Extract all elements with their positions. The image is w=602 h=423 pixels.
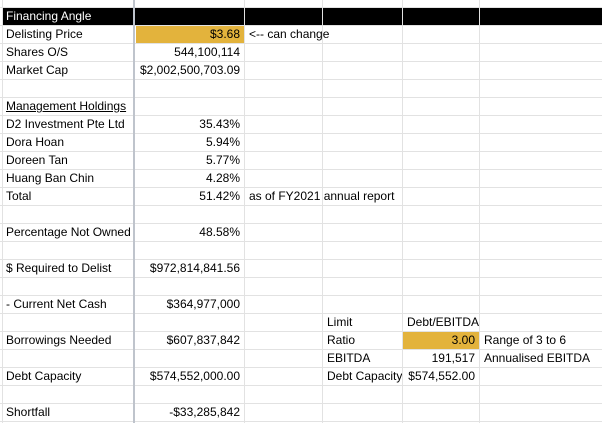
cell-borrowings-needed-value[interactable]: $607,837,842 xyxy=(166,333,240,347)
cell-holder-name[interactable]: Huang Ban Chin xyxy=(6,171,95,185)
cell-debt-capacity-panel-label[interactable]: Debt Capacity xyxy=(327,369,402,383)
cell-delisting-price-note[interactable]: <-- can change xyxy=(249,27,330,41)
cell-debt-capacity-label[interactable]: Debt Capacity xyxy=(6,369,82,383)
cell-delisting-price-value[interactable]: $3.68 xyxy=(209,27,240,41)
cell-ratio-label[interactable]: Ratio xyxy=(327,333,356,347)
cell-current-net-cash-label[interactable]: - Current Net Cash xyxy=(6,297,107,311)
cell-holder-name[interactable]: D2 Investment Pte Ltd xyxy=(6,117,125,131)
cell-debt-capacity-value[interactable]: $574,552,000.00 xyxy=(149,369,240,383)
frozen-column-divider xyxy=(133,0,135,423)
cell-borrowings-needed-label[interactable]: Borrowings Needed xyxy=(6,333,112,347)
cell-shares-os-label[interactable]: Shares O/S xyxy=(6,45,69,59)
cell-current-net-cash-value[interactable]: $364,977,000 xyxy=(166,297,240,311)
cell-holder-pct[interactable]: 4.28% xyxy=(205,171,240,185)
cell-ebitda-label[interactable]: EBITDA xyxy=(327,351,371,365)
cell-shortfall-value[interactable]: -$33,285,842 xyxy=(169,405,240,419)
cell-holder-name[interactable]: Doreen Tan xyxy=(6,153,68,167)
gridline-col-b xyxy=(244,0,245,423)
cell-holder-pct[interactable]: 5.77% xyxy=(205,153,240,167)
cell-total-pct[interactable]: 51.42% xyxy=(199,189,240,203)
cell-shortfall-label[interactable]: Shortfall xyxy=(6,405,51,419)
cell-total-note[interactable]: as of FY2021 annual report xyxy=(249,189,395,203)
cell-market-cap-value[interactable]: $2,002,500,703.09 xyxy=(140,63,241,77)
cell-holder-pct[interactable]: 35.43% xyxy=(199,117,240,131)
cell-ratio-note[interactable]: Range of 3 to 6 xyxy=(484,333,567,347)
cell-limit-label[interactable]: Limit xyxy=(327,315,353,329)
cell-ebitda-value[interactable]: 191,517 xyxy=(431,351,475,365)
cell-holder-pct[interactable]: 5.94% xyxy=(205,135,240,149)
cell-pct-not-owned-label[interactable]: Percentage Not Owned xyxy=(6,225,131,239)
cell-shares-os-value[interactable]: 544,100,114 xyxy=(174,45,240,59)
cell-market-cap-label[interactable]: Market Cap xyxy=(6,63,69,77)
cell-pct-not-owned-value[interactable]: 48.58% xyxy=(199,225,240,239)
cell-management-holdings-heading[interactable]: Management Holdings xyxy=(6,99,127,113)
cell-ratio-value[interactable]: 3.00 xyxy=(451,333,475,347)
cell-required-to-delist-value[interactable]: $972,814,841.56 xyxy=(149,261,240,275)
cell-section-title[interactable]: Financing Angle xyxy=(6,9,92,23)
cell-required-to-delist-label[interactable]: $ Required to Delist xyxy=(6,261,112,275)
cell-delisting-price-label[interactable]: Delisting Price xyxy=(6,27,83,41)
cell-ebitda-note[interactable]: Annualised EBITDA xyxy=(484,351,591,365)
cell-limit-value[interactable]: Debt/EBITDA xyxy=(407,315,480,329)
cell-debt-capacity-panel-value[interactable]: $574,552.00 xyxy=(408,369,475,383)
cell-total-label[interactable]: Total xyxy=(6,189,32,203)
cell-holder-name[interactable]: Dora Hoan xyxy=(6,135,65,149)
